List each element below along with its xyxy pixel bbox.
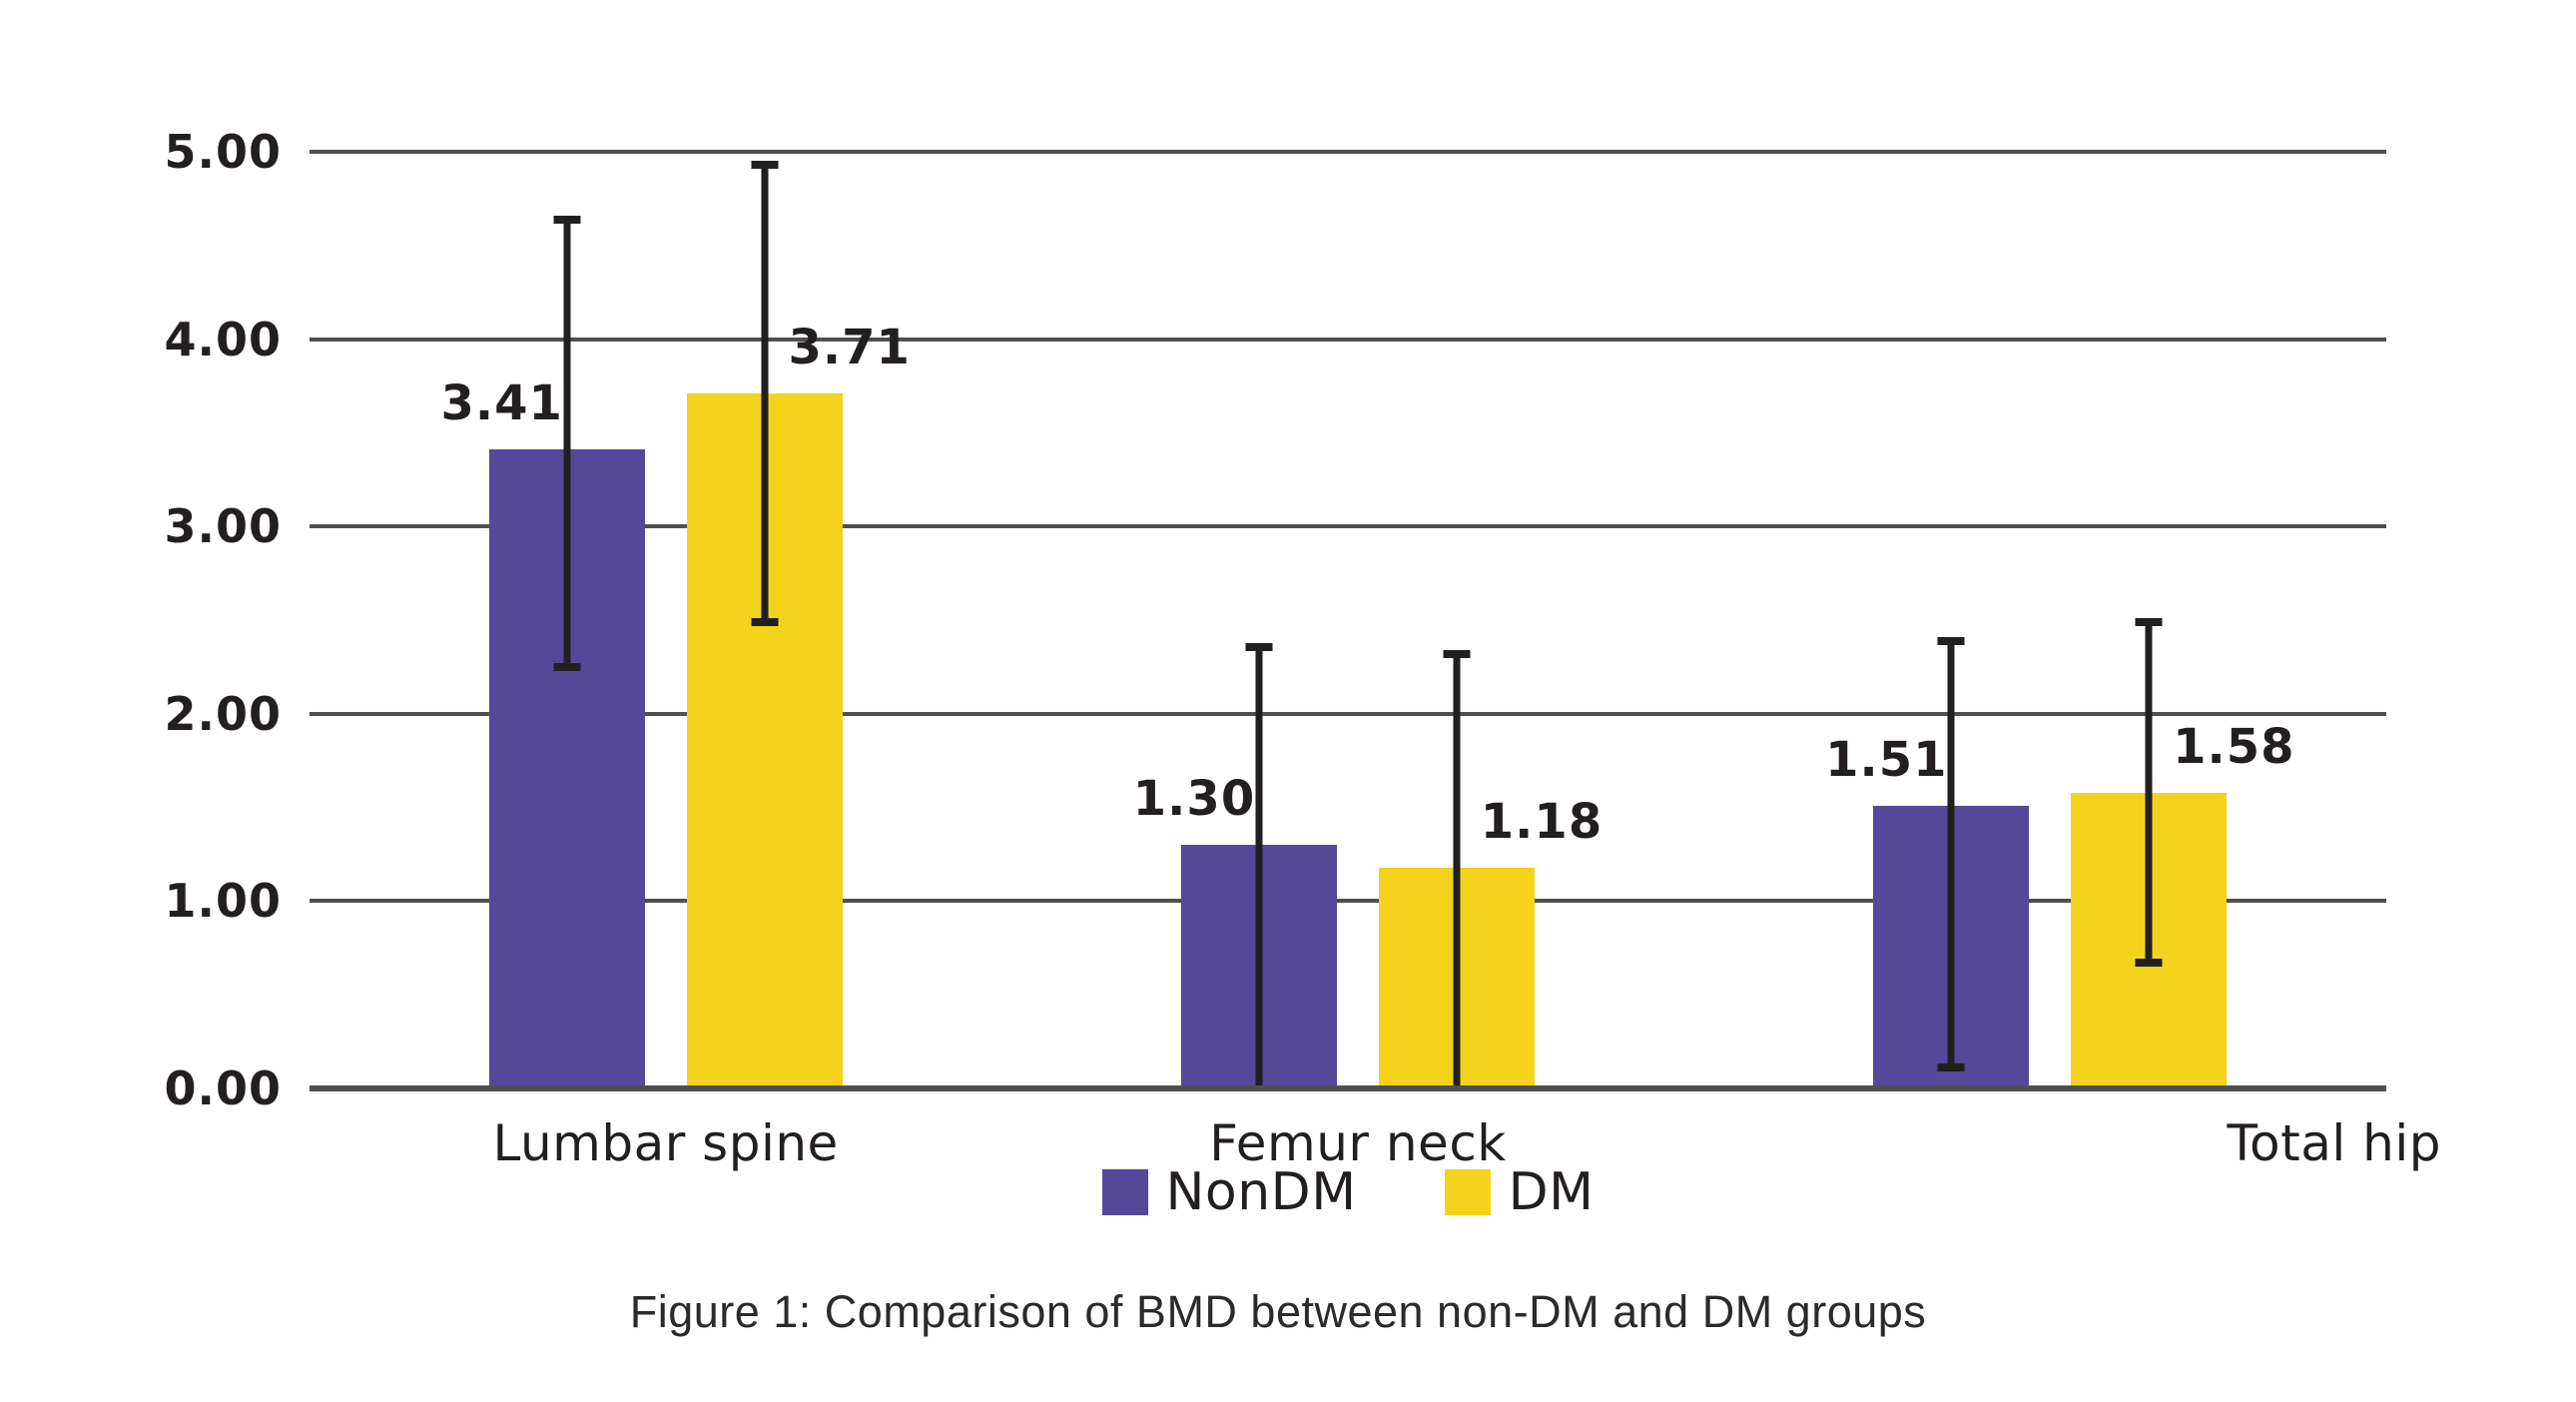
legend-item-dm: DM [1444, 1162, 1595, 1222]
legend-swatch-nondm [1101, 1169, 1148, 1215]
error-bar-dm-1 [761, 161, 769, 626]
y-tick-label-0.00: 0.00 [164, 1061, 282, 1115]
value-label-nondm-2: 1.30 [1132, 771, 1256, 828]
gridline-1.00 [310, 899, 2386, 904]
error-cap-bottom [553, 662, 581, 671]
y-tick-label-5.00: 5.00 [164, 125, 282, 179]
legend-label-nondm: NonDM [1165, 1162, 1357, 1222]
error-bar-dm-3 [2145, 618, 2153, 968]
error-cap-top [553, 215, 581, 224]
error-bar-nondm-1 [563, 215, 571, 671]
figure-caption: Figure 1: Comparison of BMD between non-… [629, 1286, 1927, 1337]
value-label-dm-3: 1.58 [2173, 718, 2295, 775]
x-label-femur-neck: Femur neck [1209, 1114, 1507, 1172]
gridline-5.00 [310, 150, 2386, 154]
error-cap-top [1245, 642, 1273, 651]
y-tick-label-1.00: 1.00 [164, 874, 282, 929]
legend-item-nondm: NonDM [1101, 1162, 1357, 1222]
y-tick-label-2.00: 2.00 [164, 686, 282, 741]
error-cap-top [1937, 636, 1965, 645]
gridline-3.00 [310, 524, 2386, 529]
error-bar-nondm-2 [1255, 642, 1263, 1088]
value-label-dm-1: 3.71 [788, 320, 911, 375]
gridline-2.00 [310, 711, 2386, 716]
legend: NonDM DM [310, 1162, 2386, 1222]
gridline-4.00 [310, 337, 2386, 342]
error-cap-top [1443, 650, 1471, 659]
value-label-dm-2: 1.18 [1480, 793, 1604, 850]
legend-swatch-dm [1444, 1169, 1491, 1215]
error-bar-nondm-3 [1947, 636, 1955, 1072]
legend-label-dm: DM [1508, 1162, 1595, 1222]
error-cap-top [2135, 618, 2163, 627]
y-tick-label-3.00: 3.00 [164, 499, 282, 554]
value-label-nondm-1: 3.41 [440, 375, 563, 432]
x-axis-line [310, 1085, 2386, 1091]
error-cap-bottom [751, 617, 779, 626]
error-bar-dm-2 [1453, 650, 1461, 1088]
value-label-nondm-3: 1.51 [1825, 731, 1948, 788]
x-label-lumbar-spine: Lumbar spine [492, 1114, 839, 1172]
error-cap-bottom [2135, 959, 2163, 968]
y-tick-label-4.00: 4.00 [164, 312, 282, 366]
x-label-total-hip: Total hip [2227, 1114, 2441, 1172]
error-cap-bottom [1937, 1063, 1965, 1072]
error-cap-top [751, 161, 779, 170]
bmd-grouped-bar-chart: 0.00 1.00 2.00 3.00 4.00 5.00 3.41 1.30 1.51 3.71… [165, 129, 2441, 1172]
